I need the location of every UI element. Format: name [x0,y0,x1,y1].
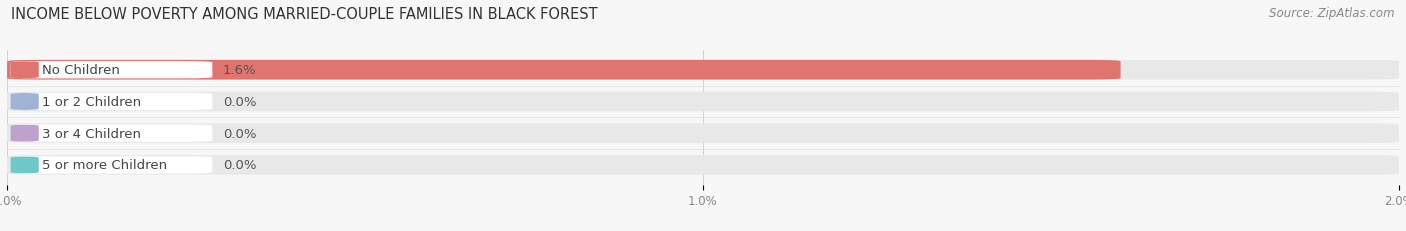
Text: INCOME BELOW POVERTY AMONG MARRIED-COUPLE FAMILIES IN BLACK FOREST: INCOME BELOW POVERTY AMONG MARRIED-COUPL… [11,7,598,22]
FancyBboxPatch shape [10,125,212,142]
FancyBboxPatch shape [7,124,1399,143]
Text: No Children: No Children [42,64,120,77]
FancyBboxPatch shape [10,62,39,79]
FancyBboxPatch shape [7,61,1121,80]
Text: 0.0%: 0.0% [222,96,256,109]
FancyBboxPatch shape [10,93,212,111]
Text: 1 or 2 Children: 1 or 2 Children [42,96,142,109]
Text: 1.6%: 1.6% [222,64,256,77]
Text: 3 or 4 Children: 3 or 4 Children [42,127,141,140]
Text: 0.0%: 0.0% [222,127,256,140]
FancyBboxPatch shape [10,93,39,111]
FancyBboxPatch shape [10,62,212,79]
FancyBboxPatch shape [10,157,212,174]
FancyBboxPatch shape [10,125,39,142]
FancyBboxPatch shape [7,92,1399,112]
Text: 5 or more Children: 5 or more Children [42,159,167,172]
FancyBboxPatch shape [7,61,1399,80]
FancyBboxPatch shape [7,155,1399,175]
Text: 0.0%: 0.0% [222,159,256,172]
Text: Source: ZipAtlas.com: Source: ZipAtlas.com [1270,7,1395,20]
FancyBboxPatch shape [10,157,39,174]
